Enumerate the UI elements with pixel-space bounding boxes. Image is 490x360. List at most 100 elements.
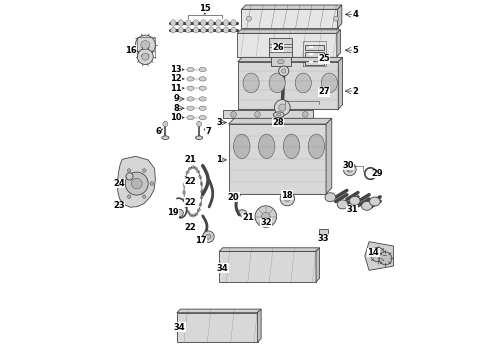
Ellipse shape — [199, 97, 206, 101]
Polygon shape — [326, 118, 332, 194]
Text: 9: 9 — [173, 94, 179, 103]
Ellipse shape — [187, 86, 194, 90]
Text: 6: 6 — [155, 127, 161, 136]
Ellipse shape — [216, 20, 221, 26]
Ellipse shape — [199, 67, 206, 72]
Polygon shape — [238, 57, 343, 62]
Circle shape — [302, 112, 308, 117]
Text: 21: 21 — [185, 155, 196, 164]
Text: 8: 8 — [173, 104, 179, 113]
Circle shape — [188, 157, 194, 163]
Ellipse shape — [283, 134, 300, 158]
Ellipse shape — [325, 193, 336, 202]
Ellipse shape — [194, 167, 197, 170]
Polygon shape — [219, 248, 319, 251]
Circle shape — [203, 231, 214, 242]
Ellipse shape — [196, 170, 200, 173]
Ellipse shape — [171, 20, 176, 26]
Ellipse shape — [200, 195, 203, 199]
Ellipse shape — [191, 166, 195, 168]
Ellipse shape — [231, 20, 236, 26]
Ellipse shape — [199, 116, 206, 120]
Circle shape — [231, 112, 236, 117]
Ellipse shape — [162, 136, 169, 139]
Circle shape — [126, 173, 133, 180]
Ellipse shape — [183, 183, 186, 186]
Text: 24: 24 — [113, 179, 124, 188]
Ellipse shape — [216, 27, 221, 33]
Ellipse shape — [186, 171, 189, 174]
Polygon shape — [337, 30, 341, 57]
Circle shape — [282, 69, 286, 73]
Bar — [270, 38, 293, 57]
Circle shape — [196, 122, 201, 127]
Text: 3: 3 — [216, 118, 222, 127]
Ellipse shape — [223, 20, 229, 26]
Circle shape — [274, 100, 290, 116]
Ellipse shape — [171, 27, 176, 33]
FancyBboxPatch shape — [304, 59, 324, 64]
Circle shape — [379, 252, 392, 265]
Ellipse shape — [308, 134, 325, 158]
Circle shape — [150, 182, 153, 185]
Ellipse shape — [186, 157, 196, 163]
Ellipse shape — [201, 27, 206, 33]
Ellipse shape — [183, 198, 186, 202]
Circle shape — [125, 172, 148, 195]
Circle shape — [131, 178, 142, 189]
Circle shape — [246, 16, 251, 21]
Ellipse shape — [231, 27, 236, 33]
Polygon shape — [316, 248, 319, 282]
Ellipse shape — [183, 191, 185, 194]
Text: 22: 22 — [185, 177, 196, 186]
Ellipse shape — [185, 205, 188, 208]
Ellipse shape — [187, 97, 194, 101]
Text: 11: 11 — [170, 84, 182, 93]
Ellipse shape — [200, 182, 203, 186]
Text: 16: 16 — [125, 46, 137, 55]
Ellipse shape — [187, 116, 194, 120]
Circle shape — [137, 49, 153, 64]
Circle shape — [143, 195, 146, 198]
Polygon shape — [365, 242, 393, 270]
Polygon shape — [228, 118, 332, 124]
Ellipse shape — [234, 134, 250, 158]
Ellipse shape — [178, 27, 183, 33]
Text: 15: 15 — [199, 4, 211, 13]
Text: 34: 34 — [217, 264, 228, 273]
Ellipse shape — [258, 134, 275, 158]
FancyBboxPatch shape — [304, 45, 324, 50]
Ellipse shape — [189, 214, 193, 216]
Circle shape — [143, 169, 146, 172]
Circle shape — [278, 112, 284, 117]
Ellipse shape — [193, 27, 198, 33]
Ellipse shape — [208, 20, 214, 26]
Text: 7: 7 — [205, 127, 211, 136]
Text: 20: 20 — [228, 193, 239, 202]
Text: 29: 29 — [371, 169, 383, 178]
Ellipse shape — [195, 213, 198, 216]
Ellipse shape — [199, 106, 206, 111]
Circle shape — [135, 35, 155, 55]
Bar — [219, 251, 316, 282]
Ellipse shape — [199, 203, 202, 206]
Ellipse shape — [197, 209, 200, 212]
Text: 2: 2 — [352, 86, 358, 95]
Text: 14: 14 — [368, 248, 379, 257]
Polygon shape — [118, 156, 155, 207]
Circle shape — [255, 206, 276, 227]
Ellipse shape — [243, 73, 259, 93]
Text: 28: 28 — [272, 118, 284, 127]
Polygon shape — [338, 5, 342, 28]
Circle shape — [127, 169, 131, 172]
Ellipse shape — [199, 175, 202, 179]
Ellipse shape — [199, 77, 206, 81]
Circle shape — [255, 112, 260, 117]
Text: 21: 21 — [242, 213, 254, 222]
Bar — [228, 124, 326, 194]
Ellipse shape — [276, 113, 281, 116]
Polygon shape — [237, 30, 341, 33]
Ellipse shape — [238, 210, 246, 216]
Ellipse shape — [369, 197, 380, 206]
Text: 18: 18 — [281, 190, 293, 199]
